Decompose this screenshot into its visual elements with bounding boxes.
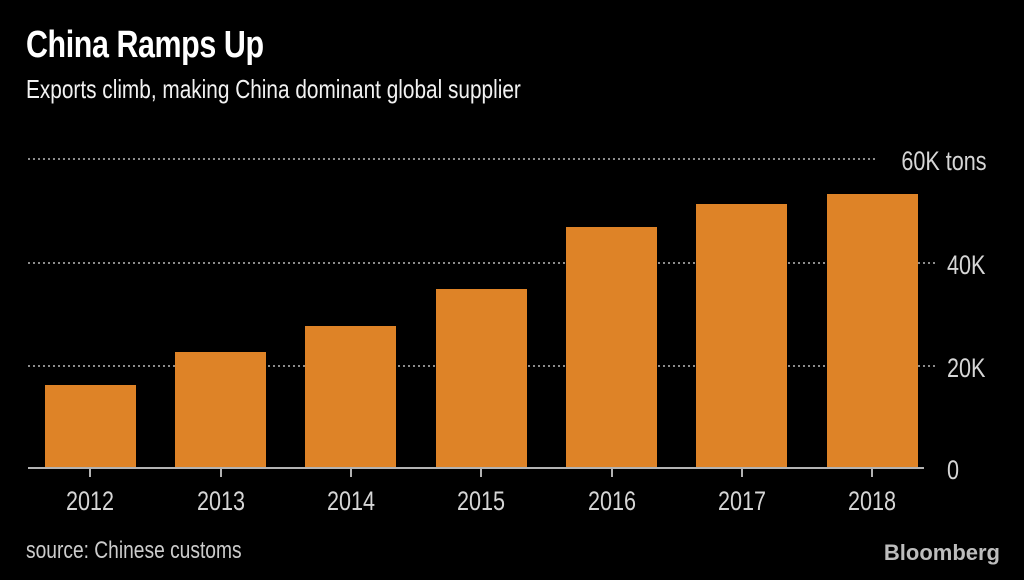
x-tick-2017 <box>741 469 743 477</box>
chart-subtitle-text: Exports climb, making China dominant glo… <box>26 74 521 104</box>
y-axis-label-text: 60K tons <box>901 146 987 176</box>
chart-title-text: China Ramps Up <box>26 24 264 66</box>
bar-2017 <box>696 204 787 467</box>
x-tick-2014 <box>350 469 352 477</box>
x-axis-label-text: 2014 <box>326 486 376 516</box>
x-axis-label-text: 2016 <box>587 486 637 516</box>
x-axis-label-2016: 2016 <box>552 486 672 517</box>
x-axis-label-2014: 2014 <box>291 486 411 517</box>
x-axis-label-2013: 2013 <box>161 486 281 517</box>
bar-2015 <box>436 289 527 467</box>
x-axis-label-text: 2018 <box>847 486 897 516</box>
x-axis-line <box>28 467 924 469</box>
y-axis-label-60k-tons: 60K tons <box>880 148 987 175</box>
y-axis-label-text: 0 <box>947 455 960 485</box>
x-axis-label-2015: 2015 <box>421 486 541 517</box>
x-axis-label-text: 2012 <box>65 486 115 516</box>
x-axis-label-text: 2013 <box>196 486 246 516</box>
x-tick-2016 <box>611 469 613 477</box>
y-axis-label-text: 20K <box>947 353 986 383</box>
y-axis-label-20k: 20K <box>947 355 995 382</box>
bar-2016 <box>566 227 657 467</box>
x-axis-label-2017: 2017 <box>682 486 802 517</box>
x-tick-2013 <box>220 469 222 477</box>
gridline-40k <box>28 262 935 264</box>
y-axis-label-0: 0 <box>947 457 962 484</box>
chart-subtitle: Exports climb, making China dominant glo… <box>26 74 645 105</box>
x-axis-label-text: 2017 <box>717 486 767 516</box>
chart-title: China Ramps Up <box>26 24 323 67</box>
y-axis-label-40k: 40K <box>947 252 995 279</box>
x-tick-2015 <box>480 469 482 477</box>
bar-2018 <box>827 194 918 467</box>
x-axis-label-2018: 2018 <box>812 486 932 517</box>
y-axis-label-text: 40K <box>947 250 986 280</box>
bloomberg-logo: Bloomberg <box>883 540 1000 565</box>
x-tick-2012 <box>89 469 91 477</box>
bar-2014 <box>305 326 396 467</box>
bar-2013 <box>175 352 266 467</box>
x-axis-label-2012: 2012 <box>30 486 150 517</box>
x-axis-label-text: 2015 <box>456 486 506 516</box>
x-tick-2018 <box>871 469 873 477</box>
source-credit-text: source: Chinese customs <box>26 537 242 564</box>
source-credit: source: Chinese customs <box>26 537 295 565</box>
gridline-60k-tons <box>28 158 877 160</box>
bar-2012 <box>45 385 136 467</box>
